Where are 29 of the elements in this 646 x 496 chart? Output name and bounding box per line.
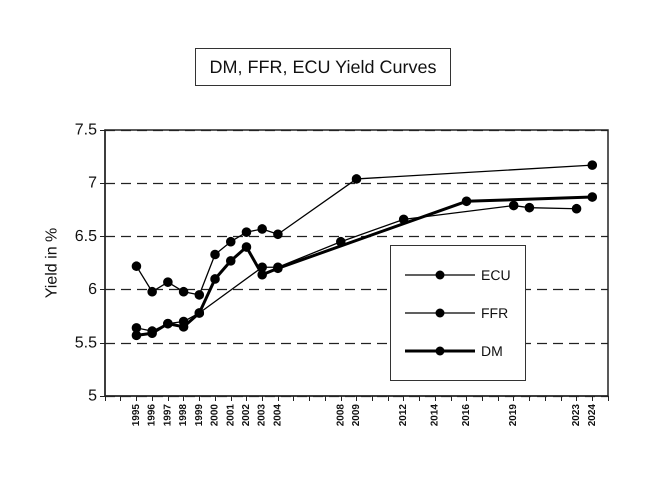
x-tick-label: 2016 — [461, 404, 472, 426]
x-tick-label: 1995 — [130, 404, 142, 426]
x-tick-label: 1999 — [194, 404, 205, 426]
y-axis-title: Yield in % — [44, 228, 60, 298]
x-tick-label: 2002 — [240, 404, 252, 426]
x-tick-label: 2001 — [225, 404, 236, 426]
y-tick-label: 6.5 — [74, 228, 98, 245]
x-tick-label: 2019 — [508, 404, 520, 426]
x-tick-label: 2024 — [586, 404, 598, 426]
y-tick-label: 5.5 — [74, 334, 98, 352]
x-tick-label: 2012 — [398, 404, 410, 426]
legend-label: ECU — [481, 267, 511, 283]
x-tick-label: 1998 — [178, 404, 190, 426]
y-tick-label: 5 — [88, 388, 98, 404]
legend-label: FFR — [481, 305, 508, 321]
x-tick-label: 2014 — [430, 404, 441, 426]
x-tick-label: 1997 — [162, 404, 174, 426]
y-tick-label: 7.5 — [74, 122, 98, 138]
y-tick-label: 7 — [88, 174, 98, 192]
chart-title: DM, FFR, ECU Yield Curves — [209, 57, 437, 77]
x-tick-label: 2004 — [272, 404, 284, 426]
x-tick-label: 2008 — [335, 404, 346, 426]
x-tick-label: 2009 — [351, 404, 362, 426]
x-tick-label: 1996 — [146, 404, 158, 426]
x-tick-label: 2000 — [210, 404, 221, 426]
x-tick-label: 2023 — [571, 404, 582, 426]
x-tick-label: 2003 — [256, 404, 268, 426]
legend-label: DM — [481, 343, 503, 359]
y-tick-label: 6 — [88, 281, 98, 298]
